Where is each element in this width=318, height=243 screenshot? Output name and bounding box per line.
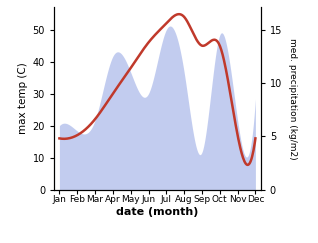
Y-axis label: max temp (C): max temp (C) <box>18 62 29 134</box>
X-axis label: date (month): date (month) <box>116 207 199 217</box>
Y-axis label: med. precipitation (kg/m2): med. precipitation (kg/m2) <box>288 38 297 159</box>
